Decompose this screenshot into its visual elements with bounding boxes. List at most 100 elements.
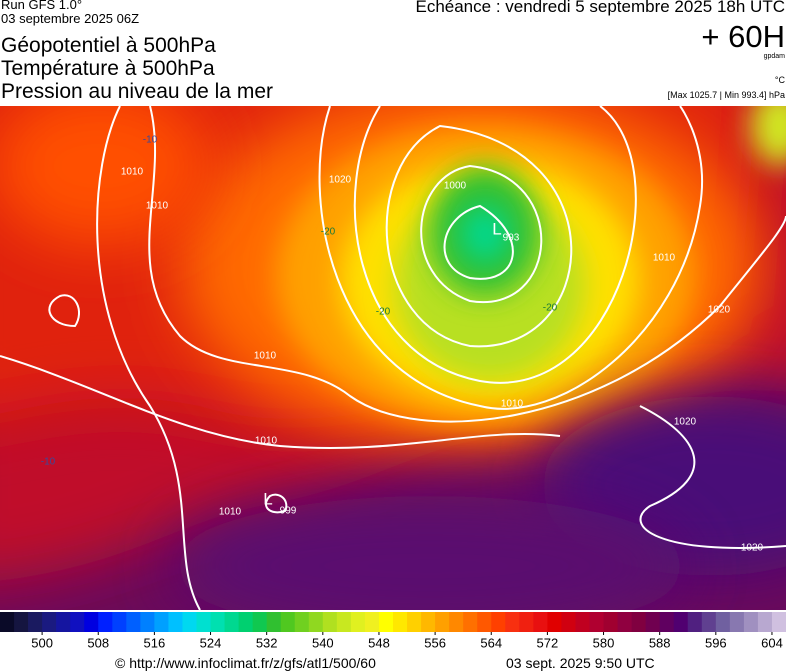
unit: gpdam <box>763 53 785 60</box>
color-swatch <box>407 612 422 632</box>
color-swatch <box>252 612 268 632</box>
color-swatch <box>589 612 605 632</box>
color-swatch <box>617 612 633 632</box>
low-marker: L <box>263 489 272 508</box>
color-swatch <box>14 612 29 632</box>
unit: °C <box>774 75 785 85</box>
contour-label: 1020 <box>741 543 764 554</box>
color-swatch <box>547 612 562 632</box>
run-label: Run GFS 1.0° <box>1 0 83 12</box>
isotherm-label: -10 <box>143 135 158 146</box>
color-swatch <box>673 612 689 632</box>
tick-label: 524 <box>200 635 222 650</box>
color-swatch <box>463 612 478 632</box>
isotherm-label: -10 <box>41 457 56 468</box>
color-swatch <box>575 612 590 632</box>
color-swatch <box>140 612 155 632</box>
tick-label: 596 <box>705 635 727 650</box>
color-swatch <box>182 612 197 632</box>
color-swatch <box>603 612 619 632</box>
color-swatch <box>449 612 464 632</box>
tick-label: 572 <box>537 635 559 650</box>
color-swatch <box>280 612 296 632</box>
colorbar: 500 508 516 524 532 540 548 556 564 572 580 588 596 6… <box>0 612 786 650</box>
color-swatch <box>210 612 226 632</box>
color-swatch <box>56 612 71 632</box>
color-swatch <box>224 612 240 632</box>
color-swatch <box>393 612 408 632</box>
color-swatch <box>757 612 773 632</box>
color-swatch <box>126 612 141 632</box>
color-swatch <box>491 612 506 632</box>
color-swatch <box>687 612 703 632</box>
color-swatch <box>505 612 520 632</box>
color-swatch <box>350 612 366 632</box>
color-swatch <box>715 612 731 632</box>
color-swatch <box>70 612 85 632</box>
tick-label: 548 <box>368 635 390 650</box>
title: Pression au niveau de la mer <box>1 80 273 103</box>
color-swatch <box>112 612 127 632</box>
color-swatch <box>421 612 436 632</box>
color-swatch <box>84 612 99 632</box>
run-date: 03 septembre 2025 06Z <box>1 11 140 26</box>
contour-label: 993 <box>503 233 520 244</box>
tick-label: 540 <box>312 635 334 650</box>
color-swatch <box>196 612 212 632</box>
color-swatch <box>98 612 113 632</box>
color-swatch <box>0 612 15 632</box>
contour-label: 1020 <box>674 417 697 428</box>
color-swatch <box>645 612 661 632</box>
valid-time: Echéance : vendredi 5 septembre 2025 18h… <box>415 0 785 16</box>
color-swatch <box>308 612 324 632</box>
color-swatch <box>729 612 745 632</box>
color-swatch <box>322 612 338 632</box>
tick-label: 556 <box>424 635 446 650</box>
color-swatch <box>266 612 282 632</box>
color-swatch <box>631 612 647 632</box>
contour-label: 1020 <box>708 305 731 316</box>
tick-label: 500 <box>31 635 53 650</box>
tick-label: 580 <box>593 635 615 650</box>
contour-labels: 1010 1010 1020 1000 993 L 1010 1020 1010… <box>41 135 764 554</box>
tick-label: 604 <box>761 635 783 650</box>
tick-label: 516 <box>144 635 166 650</box>
source: © http://www.infoclimat.fr/z/gfs/atl1/50… <box>115 655 376 671</box>
color-swatch <box>435 612 450 632</box>
isotherm-label: -20 <box>376 307 391 318</box>
color-swatch <box>42 612 57 632</box>
color-swatch <box>533 612 548 632</box>
color-swatch <box>519 612 534 632</box>
title: Température à 500hPa <box>1 57 215 80</box>
lead-time: + 60H <box>701 19 785 54</box>
color-swatch <box>168 612 183 632</box>
contour-label: 999 <box>280 506 297 517</box>
color-swatch <box>154 612 169 632</box>
color-swatch <box>701 612 717 632</box>
color-swatch <box>378 612 394 632</box>
color-swatch <box>364 612 380 632</box>
low-marker: L <box>492 219 501 238</box>
temperature-field <box>0 106 786 610</box>
title: Géopotentiel à 500hPa <box>1 34 216 57</box>
contour-label: 1010 <box>219 507 242 518</box>
pressure-range: [Max 1025.7 | Min 993.4] hPa <box>667 90 785 100</box>
contour-label: 1010 <box>254 351 277 362</box>
contour-label: 1010 <box>653 253 676 264</box>
isotherm-label: -20 <box>543 303 558 314</box>
color-swatch <box>294 612 310 632</box>
color-swatch <box>336 612 352 632</box>
color-swatch <box>238 612 254 632</box>
contour-label: 1010 <box>501 399 524 410</box>
contour-label: 1010 <box>255 436 278 447</box>
contour-label: 1010 <box>146 201 169 212</box>
contour-label: 1010 <box>121 167 144 178</box>
map: 1010 1010 1020 1000 993 L 1010 1020 1010… <box>0 106 786 610</box>
isobars <box>0 106 786 610</box>
tick-label: 532 <box>256 635 278 650</box>
color-swatch <box>771 612 786 632</box>
timestamp: 03 sept. 2025 9:50 UTC <box>506 655 655 671</box>
tick-label: 564 <box>480 635 502 650</box>
color-swatch <box>477 612 492 632</box>
